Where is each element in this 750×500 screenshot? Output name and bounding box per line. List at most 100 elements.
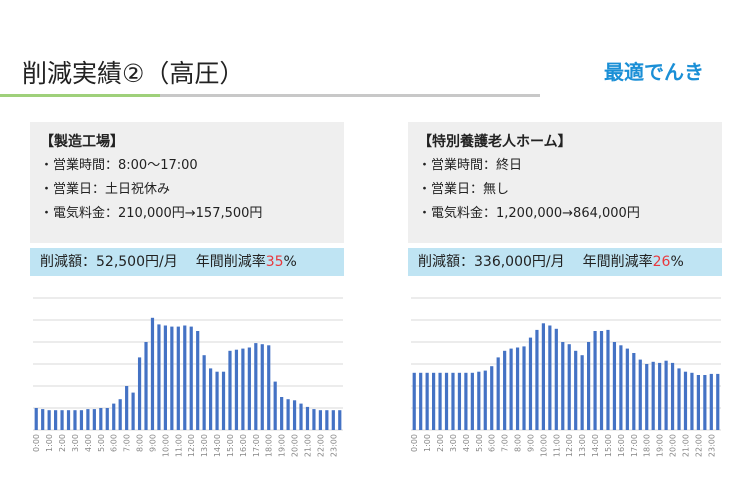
- bar: [202, 355, 206, 430]
- bar: [60, 410, 64, 430]
- bar: [419, 372, 423, 430]
- x-tick-label: 15:00: [604, 434, 613, 457]
- bar: [541, 323, 545, 430]
- bar: [312, 409, 316, 430]
- bar: [228, 350, 232, 430]
- bar: [670, 362, 675, 430]
- panel-title: 【特別養護老人ホーム】: [418, 134, 572, 150]
- x-tick-label: 23:00: [707, 434, 716, 457]
- bar: [137, 357, 142, 430]
- bar: [34, 408, 38, 430]
- x-tick-label: 0:00: [410, 434, 419, 452]
- x-tick-label: 14:00: [213, 434, 222, 457]
- rate-label: 年間削減率: [582, 254, 653, 270]
- x-tick-label: 10:00: [161, 434, 170, 457]
- bar: [567, 344, 571, 430]
- bar: [241, 348, 245, 430]
- bar: [41, 409, 45, 430]
- x-tick-label: 6:00: [110, 434, 119, 452]
- rate: 26: [652, 254, 671, 270]
- bar: [580, 355, 584, 430]
- rate: 35: [265, 254, 284, 270]
- x-tick-label: 4:00: [462, 434, 471, 452]
- bar: [638, 359, 642, 430]
- bar: [548, 325, 552, 430]
- bar: [112, 403, 116, 430]
- saving: 削減額：52,500円/月: [40, 254, 178, 270]
- bar: [215, 371, 219, 430]
- bar: [338, 410, 342, 430]
- x-tick-label: 19:00: [656, 434, 665, 457]
- info-box: 【特別養護老人ホーム】 ・営業時間：終日 ・営業日：無し ・電気料金：1,200,00…: [408, 122, 722, 243]
- bar: [664, 360, 668, 430]
- x-tick-label: 17:00: [630, 434, 639, 457]
- x-tick-label: 13:00: [578, 434, 587, 457]
- info-line: ・営業時間：8:00～17:00: [40, 158, 198, 173]
- bar: [528, 337, 533, 430]
- underline: [160, 94, 540, 97]
- bar: [99, 408, 103, 430]
- chart: 0:00 1:00 2:00 3:00 4:00 5:00 6:00 7:00 8:00 9:00…: [32, 297, 343, 457]
- bar: [464, 372, 468, 430]
- x-tick-label: 16:00: [239, 434, 248, 457]
- bar: [170, 326, 174, 430]
- bar: [305, 406, 310, 430]
- bar: [625, 348, 629, 430]
- bar: [331, 410, 335, 430]
- bar: [658, 362, 662, 430]
- bar: [535, 329, 539, 430]
- bar: [299, 403, 303, 430]
- x-tick-label: 19:00: [278, 434, 287, 457]
- bar: [496, 357, 500, 430]
- bar: [645, 364, 649, 430]
- bar: [515, 347, 520, 430]
- rate-unit: %: [670, 254, 684, 270]
- bar: [125, 386, 129, 430]
- x-tick-label: 10:00: [539, 434, 548, 457]
- x-tick-label: 13:00: [200, 434, 209, 457]
- logo: 最適でんき: [604, 60, 704, 84]
- x-tick-label: 2:00: [58, 434, 67, 452]
- bar: [47, 410, 51, 430]
- x-tick-label: 12:00: [187, 434, 196, 457]
- x-tick-label: 12:00: [565, 434, 574, 457]
- saving-box: 削減額：336,000円/月 年間削減率26%: [408, 248, 722, 276]
- info-line: ・電気料金：1,200,000→864,000円: [418, 206, 640, 221]
- x-tick-label: 3:00: [449, 434, 458, 452]
- bar: [554, 328, 558, 430]
- x-tick-label: 22:00: [694, 434, 703, 457]
- bar: [470, 372, 474, 430]
- bar: [260, 344, 264, 430]
- underline-accent: [0, 94, 160, 97]
- bar: [432, 372, 436, 430]
- x-tick-label: 15:00: [226, 434, 235, 457]
- bar: [150, 317, 155, 430]
- bar: [509, 348, 513, 430]
- x-tick-label: 8:00: [136, 434, 145, 452]
- bar: [176, 326, 180, 430]
- bar: [267, 345, 271, 430]
- info-line: ・営業日：無し: [418, 182, 510, 197]
- x-tick-label: 23:00: [329, 434, 338, 457]
- bar: [490, 366, 494, 430]
- bar: [105, 408, 109, 430]
- bar: [221, 371, 226, 430]
- x-tick-label: 1:00: [45, 434, 54, 452]
- x-tick-label: 8:00: [514, 434, 523, 452]
- bar: [209, 368, 213, 430]
- x-tick-label: 7:00: [501, 434, 510, 452]
- bar: [483, 370, 487, 430]
- bar: [118, 399, 122, 430]
- rate-unit: %: [283, 254, 297, 270]
- bar: [587, 342, 591, 430]
- x-tick-label: 18:00: [265, 434, 274, 457]
- bar: [690, 372, 694, 430]
- bar: [677, 368, 681, 430]
- bar: [651, 361, 655, 430]
- x-tick-label: 14:00: [591, 434, 600, 457]
- chart: 0:00 1:00 2:00 3:00 4:00 5:00 6:00 7:00 8:00 9:00…: [410, 297, 721, 457]
- bar: [92, 409, 96, 430]
- bar: [574, 350, 578, 430]
- x-tick-label: 6:00: [488, 434, 497, 452]
